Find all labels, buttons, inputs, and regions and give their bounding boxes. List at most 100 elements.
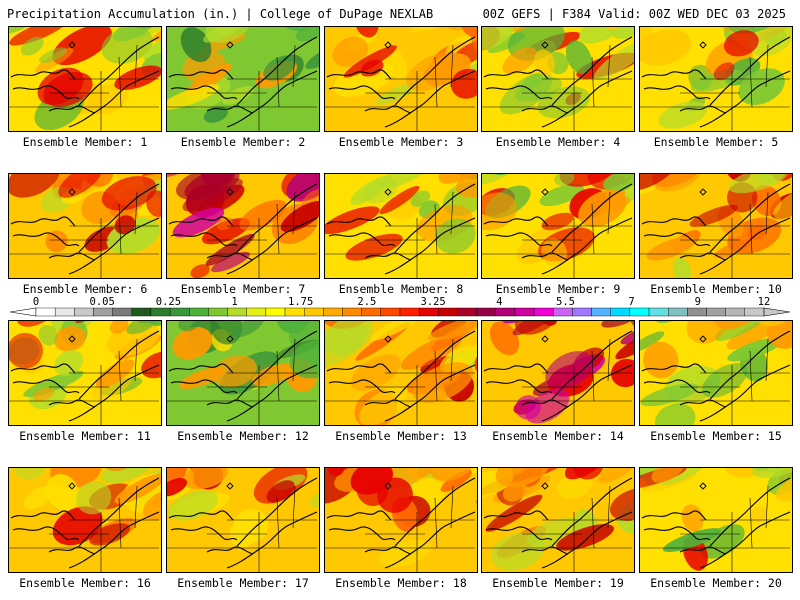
state-border (276, 350, 280, 402)
coastline (10, 69, 76, 80)
state-border (434, 350, 438, 402)
ensemble-member-map (324, 320, 478, 426)
station-marker-icon (699, 41, 707, 49)
colorbar-swatch (35, 307, 56, 317)
colorbar-tick-label: 1 (231, 296, 238, 308)
colorbar-swatch (418, 307, 439, 317)
ensemble-member-map (166, 173, 320, 279)
state-border (450, 44, 454, 88)
colorbar-swatch (74, 307, 94, 317)
colorbar-swatch (706, 307, 726, 317)
colorbar-tick-label: 4 (496, 296, 503, 308)
ensemble-member-map (166, 467, 320, 573)
coastline (326, 510, 392, 521)
member-caption: Ensemble Member: 12 (177, 429, 309, 443)
colorbar-min-arrow (9, 307, 37, 317)
precip-field (640, 321, 792, 425)
member-caption: Ensemble Member: 2 (180, 135, 306, 149)
colorbar-tick-label: 3.25 (420, 296, 446, 308)
state-border (591, 497, 595, 549)
colorbar-swatch (246, 307, 267, 317)
coastline (641, 69, 707, 80)
colorbar-swatch (380, 307, 401, 317)
colorbar-swatch (648, 307, 669, 317)
coastline (641, 363, 707, 374)
state-border (765, 338, 769, 382)
colorbar (9, 307, 791, 317)
colorbar-swatch (304, 307, 324, 317)
coastline (485, 526, 553, 541)
colorbar-swatch (668, 307, 688, 317)
coastline (12, 379, 80, 394)
coastline (236, 36, 318, 106)
station-marker-icon (226, 335, 234, 343)
ensemble-member-map (639, 320, 793, 426)
precip-field (167, 174, 319, 278)
station-marker-icon (541, 41, 549, 49)
precip-field (325, 174, 477, 278)
state-border (749, 56, 753, 108)
coastline (78, 477, 160, 547)
colorbar-tick-label: 0.05 (89, 296, 115, 308)
station-marker-icon (68, 41, 76, 49)
member-caption: Ensemble Member: 17 (177, 576, 309, 590)
coastline (12, 526, 80, 541)
member-caption: Ensemble Member: 16 (19, 576, 151, 590)
station-marker-icon (541, 482, 549, 490)
run-info: 00Z GEFS | F384 Valid: 00Z WED DEC 03 20… (482, 7, 786, 21)
station-marker-icon (699, 482, 707, 490)
state-border (765, 191, 769, 235)
member-caption: Ensemble Member: 20 (650, 576, 782, 590)
ensemble-member-map (639, 173, 793, 279)
colorbar-swatch (169, 307, 190, 317)
station-marker-icon (226, 41, 234, 49)
coastline (328, 379, 396, 394)
coastline (78, 36, 160, 106)
member-caption: Ensemble Member: 1 (22, 135, 148, 149)
precip-field (640, 468, 792, 572)
station-marker-icon (384, 482, 392, 490)
state-border (276, 56, 280, 108)
state-border (434, 56, 438, 108)
state-border (118, 56, 122, 108)
coastline (236, 477, 318, 547)
member-caption: Ensemble Member: 5 (653, 135, 779, 149)
precip-field (640, 174, 792, 278)
ensemble-member-map (324, 467, 478, 573)
colorbar-swatch (189, 307, 209, 317)
member-caption: Ensemble Member: 10 (650, 282, 782, 296)
station-marker-icon (541, 188, 549, 196)
state-border (450, 485, 454, 529)
colorbar-tick-label: 0.25 (155, 296, 182, 308)
ensemble-member-map (481, 320, 635, 426)
ensemble-member-map (8, 467, 162, 573)
ensemble-member-map (481, 173, 635, 279)
coastline (394, 330, 476, 400)
station-marker-icon (541, 335, 549, 343)
coastline (394, 183, 476, 253)
coastline (709, 477, 791, 547)
colorbar-tick-label: 1.75 (288, 296, 314, 308)
coastline (10, 363, 76, 374)
state-border (591, 203, 595, 255)
colorbar-swatch (610, 307, 631, 317)
member-caption: Ensemble Member: 19 (492, 576, 624, 590)
station-marker-icon (384, 41, 392, 49)
state-border (118, 203, 122, 255)
ensemble-member-map (166, 26, 320, 132)
coastline (170, 85, 238, 100)
coastline (12, 85, 80, 100)
precip-field (325, 27, 477, 131)
state-border (134, 485, 138, 529)
colorbar-swatch (725, 307, 746, 317)
state-border (765, 485, 769, 529)
colorbar-swatch (591, 307, 611, 317)
coastline (326, 216, 392, 227)
precip-field (482, 174, 634, 278)
colorbar-swatch (323, 307, 343, 317)
colorbar-swatch (265, 307, 286, 317)
station-marker-icon (68, 335, 76, 343)
station-marker-icon (699, 335, 707, 343)
member-caption: Ensemble Member: 18 (335, 576, 467, 590)
coastline (394, 36, 476, 106)
